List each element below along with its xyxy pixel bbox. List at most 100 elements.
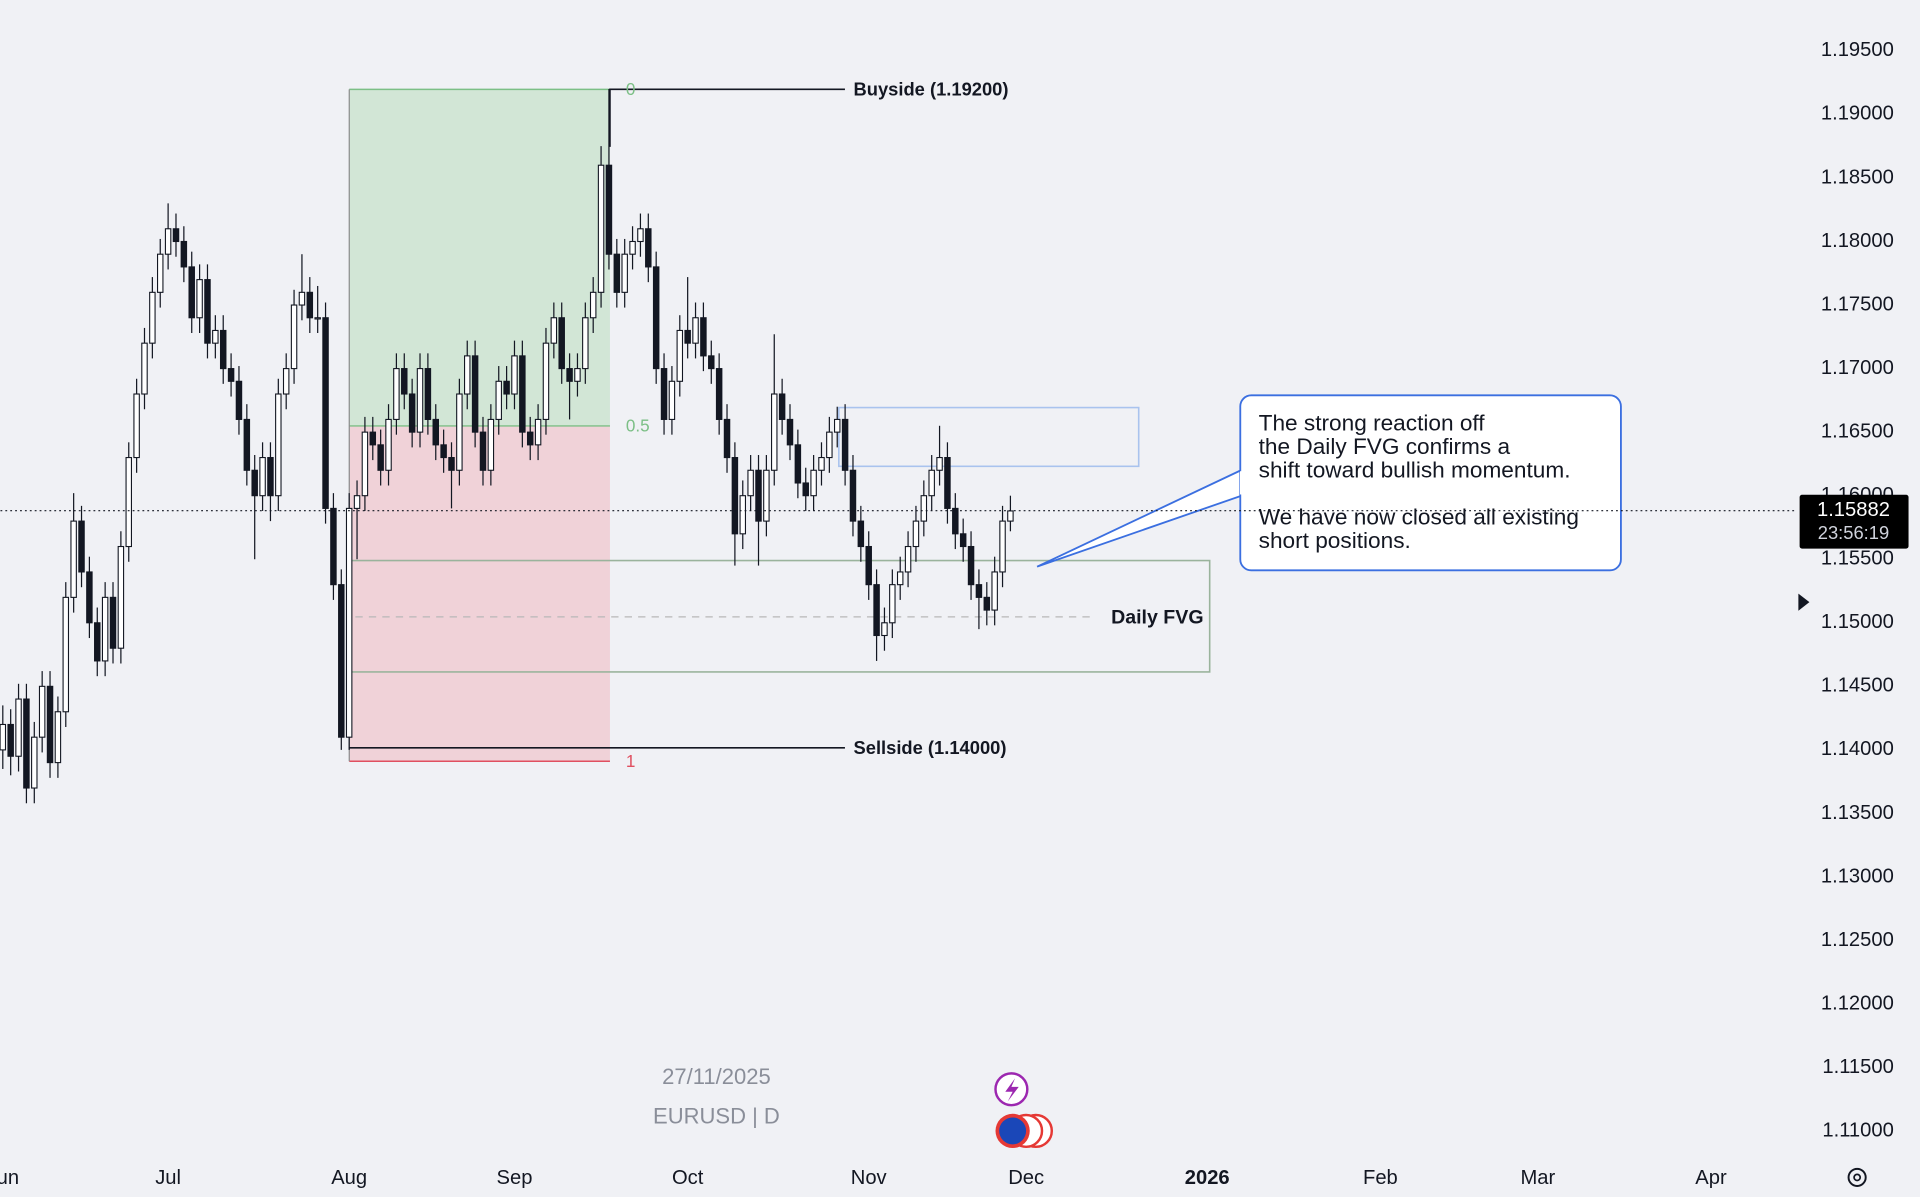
candle-body [227, 368, 235, 382]
candle-body [660, 368, 668, 420]
candle-body [786, 418, 794, 446]
candle-body [991, 571, 998, 611]
x-tick-label: Oct [672, 1167, 704, 1189]
buyside-line [609, 88, 845, 147]
y-tick-label: 1.13500 [1821, 802, 1894, 824]
candle-body [511, 355, 518, 395]
candle-body [38, 685, 46, 738]
candle-body [456, 393, 463, 471]
candle-body [259, 457, 266, 497]
candle-body [204, 279, 211, 344]
candle-body [196, 279, 203, 319]
scroll-arrow[interactable] [1798, 593, 1810, 611]
plot-area: Buyside (1.19200) Sellside (1.14000) 0 0… [0, 78, 1622, 1149]
candle-body [574, 368, 581, 382]
candle-body [251, 469, 258, 497]
candle-body [605, 164, 613, 255]
candle-body [109, 596, 117, 649]
countdown-label: 23:56:19 [1818, 522, 1889, 543]
y-tick-label: 1.18500 [1821, 166, 1894, 188]
candle-body [967, 545, 975, 586]
loss-zone [349, 425, 610, 762]
y-tick-label: 1.12000 [1821, 992, 1894, 1014]
candle-body [613, 253, 621, 293]
candle-body [1007, 510, 1014, 522]
candle-body [637, 228, 644, 243]
y-tick-label: 1.19500 [1821, 39, 1894, 61]
candle-body [133, 393, 140, 459]
candle-body [676, 329, 684, 382]
fib-label: 0 [626, 79, 636, 99]
candle-body [338, 584, 345, 738]
buyside-label: Buyside (1.19200) [854, 78, 1009, 99]
x-tick-label: Mar [1520, 1167, 1555, 1189]
callout-line: shift toward bullish momentum. [1259, 458, 1571, 483]
candle-body [566, 368, 573, 382]
candle-body [290, 304, 298, 370]
candle-body [975, 584, 983, 598]
candle-body [70, 520, 77, 598]
candle-body [731, 457, 739, 535]
candle-body [802, 482, 809, 497]
x-tick-label: Jul [155, 1167, 181, 1189]
candle-body [361, 431, 369, 497]
candle-body [314, 317, 321, 320]
candle-body [377, 444, 384, 471]
candle-body [999, 520, 1006, 573]
y-tick-label: 1.16500 [1821, 420, 1894, 442]
x-tick-label: Apr [1695, 1167, 1727, 1189]
candle-body [117, 545, 125, 649]
candle-body [393, 368, 400, 420]
candle-body [424, 368, 432, 420]
candle-body [889, 584, 896, 624]
x-tick-label: Nov [851, 1167, 888, 1189]
candle-body [936, 457, 943, 471]
y-tick-label: 1.15500 [1821, 548, 1894, 570]
candle-body [983, 596, 991, 611]
candle-body [86, 571, 93, 624]
candle-body [235, 380, 243, 420]
candle-body [519, 355, 526, 433]
y-tick-label: 1.11500 [1822, 1056, 1893, 1078]
candle-body [684, 329, 691, 344]
y-tick-label: 1.13000 [1821, 865, 1894, 887]
candle-body [479, 431, 487, 471]
candle-body [582, 317, 589, 370]
candle-body [125, 457, 132, 548]
y-tick-label: 1.12500 [1821, 929, 1894, 951]
candle-body [621, 253, 628, 293]
candle-body [629, 240, 636, 255]
candle-body [739, 495, 747, 535]
settings-icon[interactable] [1847, 1167, 1867, 1187]
candle-body [865, 545, 872, 586]
candle-body [212, 329, 219, 344]
candle-body [164, 228, 172, 255]
candle-body [408, 393, 416, 433]
y-tick-label: 1.17500 [1821, 293, 1894, 315]
candle-body [322, 317, 329, 509]
candle-body [345, 507, 353, 738]
candle-body [369, 431, 377, 446]
candle-body [881, 622, 888, 637]
candle-body [243, 418, 251, 471]
candle-body [771, 393, 778, 471]
candles [0, 88, 1014, 804]
fib-label: 0.5 [626, 416, 650, 436]
candle-body [101, 596, 109, 662]
candle-body [597, 164, 605, 293]
candle-body [700, 317, 707, 357]
candle-body [952, 507, 959, 535]
candle-body [794, 444, 802, 484]
candle-body [755, 469, 762, 522]
candle-body [896, 571, 904, 586]
callout-line: the Daily FVG confirms a [1259, 434, 1511, 459]
candle-body [542, 342, 550, 420]
callout-line: We have now closed all existing [1259, 505, 1579, 530]
last-price-label: 1.15882 [1817, 499, 1890, 521]
candle-body [652, 266, 660, 370]
x-tick-label: Jun [0, 1167, 19, 1189]
candle-body [141, 342, 148, 395]
candle-body [487, 418, 495, 471]
candle-body [471, 355, 479, 433]
